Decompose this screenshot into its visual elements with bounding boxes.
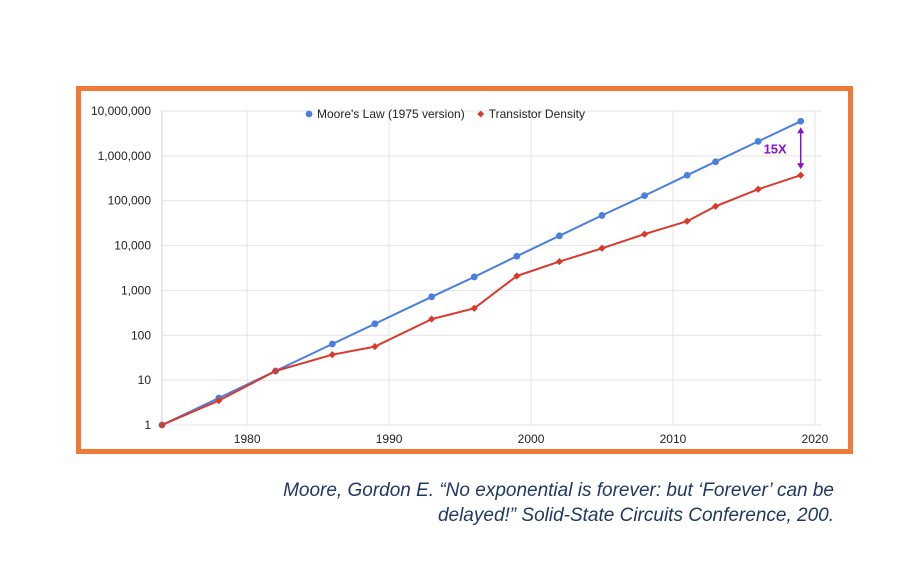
series-1-point (428, 293, 436, 301)
grid (161, 110, 822, 426)
legend-marker-1 (305, 110, 313, 118)
citation-line-2: delayed!” Solid-State Circuits Conferenc… (437, 505, 834, 526)
y-tick-label: 1,000 (121, 283, 151, 297)
series-2-point (428, 315, 436, 323)
series-1-point (754, 138, 762, 145)
y-tick-label: 1,000,000 (98, 149, 152, 163)
axes: 1 10 100 1,000 10,000 100,000 1,000,000 10,000,… (91, 104, 829, 446)
y-tick-label: 1 (144, 418, 151, 432)
series-1-point (513, 252, 521, 260)
series-2-point (754, 185, 762, 193)
chart: 1 10 100 1,000 10,000 100,000 1,000,000 10,000,… (91, 104, 829, 446)
series-2-point (271, 367, 280, 375)
series-1-point (712, 158, 719, 166)
annotation-layer: 15X (764, 127, 805, 170)
annotation-arrow-head-down (797, 163, 805, 170)
series-2-point (328, 351, 336, 359)
series-2-point (598, 244, 606, 252)
series-2-point (683, 217, 691, 225)
x-tick-label: 2000 (518, 432, 545, 446)
series-line-2 (161, 174, 802, 426)
y-tick-label: 10 (138, 373, 152, 387)
series-2-point (470, 304, 478, 312)
series-2-point (711, 202, 720, 210)
series-2-point (158, 421, 166, 429)
series-2-point (215, 396, 223, 405)
series-1-point (797, 117, 805, 125)
x-tick-label: 2010 (660, 432, 687, 446)
y-tick-label: 10,000 (114, 239, 151, 253)
series-2-point (371, 342, 379, 351)
legend-label-1: Moore's Law (1975 version) (317, 107, 465, 121)
chart-frame: 1 10 100 1,000 10,000 100,000 1,000,000 10,000,… (76, 86, 853, 454)
series-1-point (371, 320, 379, 328)
annotation-label: 15X (764, 141, 787, 156)
series-1-point (598, 212, 606, 219)
series-2-point (640, 230, 649, 238)
x-tick-label: 1980 (234, 432, 261, 446)
y-tick-label: 100,000 (108, 194, 152, 208)
legend-marker-2 (477, 110, 485, 118)
y-tick-label: 100 (131, 328, 151, 342)
annotation-arrow-head-up (797, 127, 805, 134)
y-tick-label: 10,000,000 (91, 104, 151, 118)
series-1-point (556, 232, 563, 240)
series-1-point (470, 273, 478, 281)
x-tick-label: 2020 (802, 432, 829, 446)
series-1-point (641, 192, 648, 200)
citation-line-1: Moore, Gordon E. “No exponential is fore… (283, 480, 834, 501)
series-2-point (555, 257, 564, 266)
series-2-point (513, 272, 521, 280)
series-1-point (328, 340, 336, 348)
legend-label-2: Transistor Density (489, 107, 585, 121)
series-1-point (683, 171, 691, 179)
series-2-point (797, 171, 805, 179)
legend: Moore's Law (1975 version) Transistor Den… (305, 107, 585, 121)
x-tick-label: 1990 (376, 432, 403, 446)
citation: Moore, Gordon E. “No exponential is fore… (94, 478, 834, 528)
series-layer (158, 117, 805, 429)
